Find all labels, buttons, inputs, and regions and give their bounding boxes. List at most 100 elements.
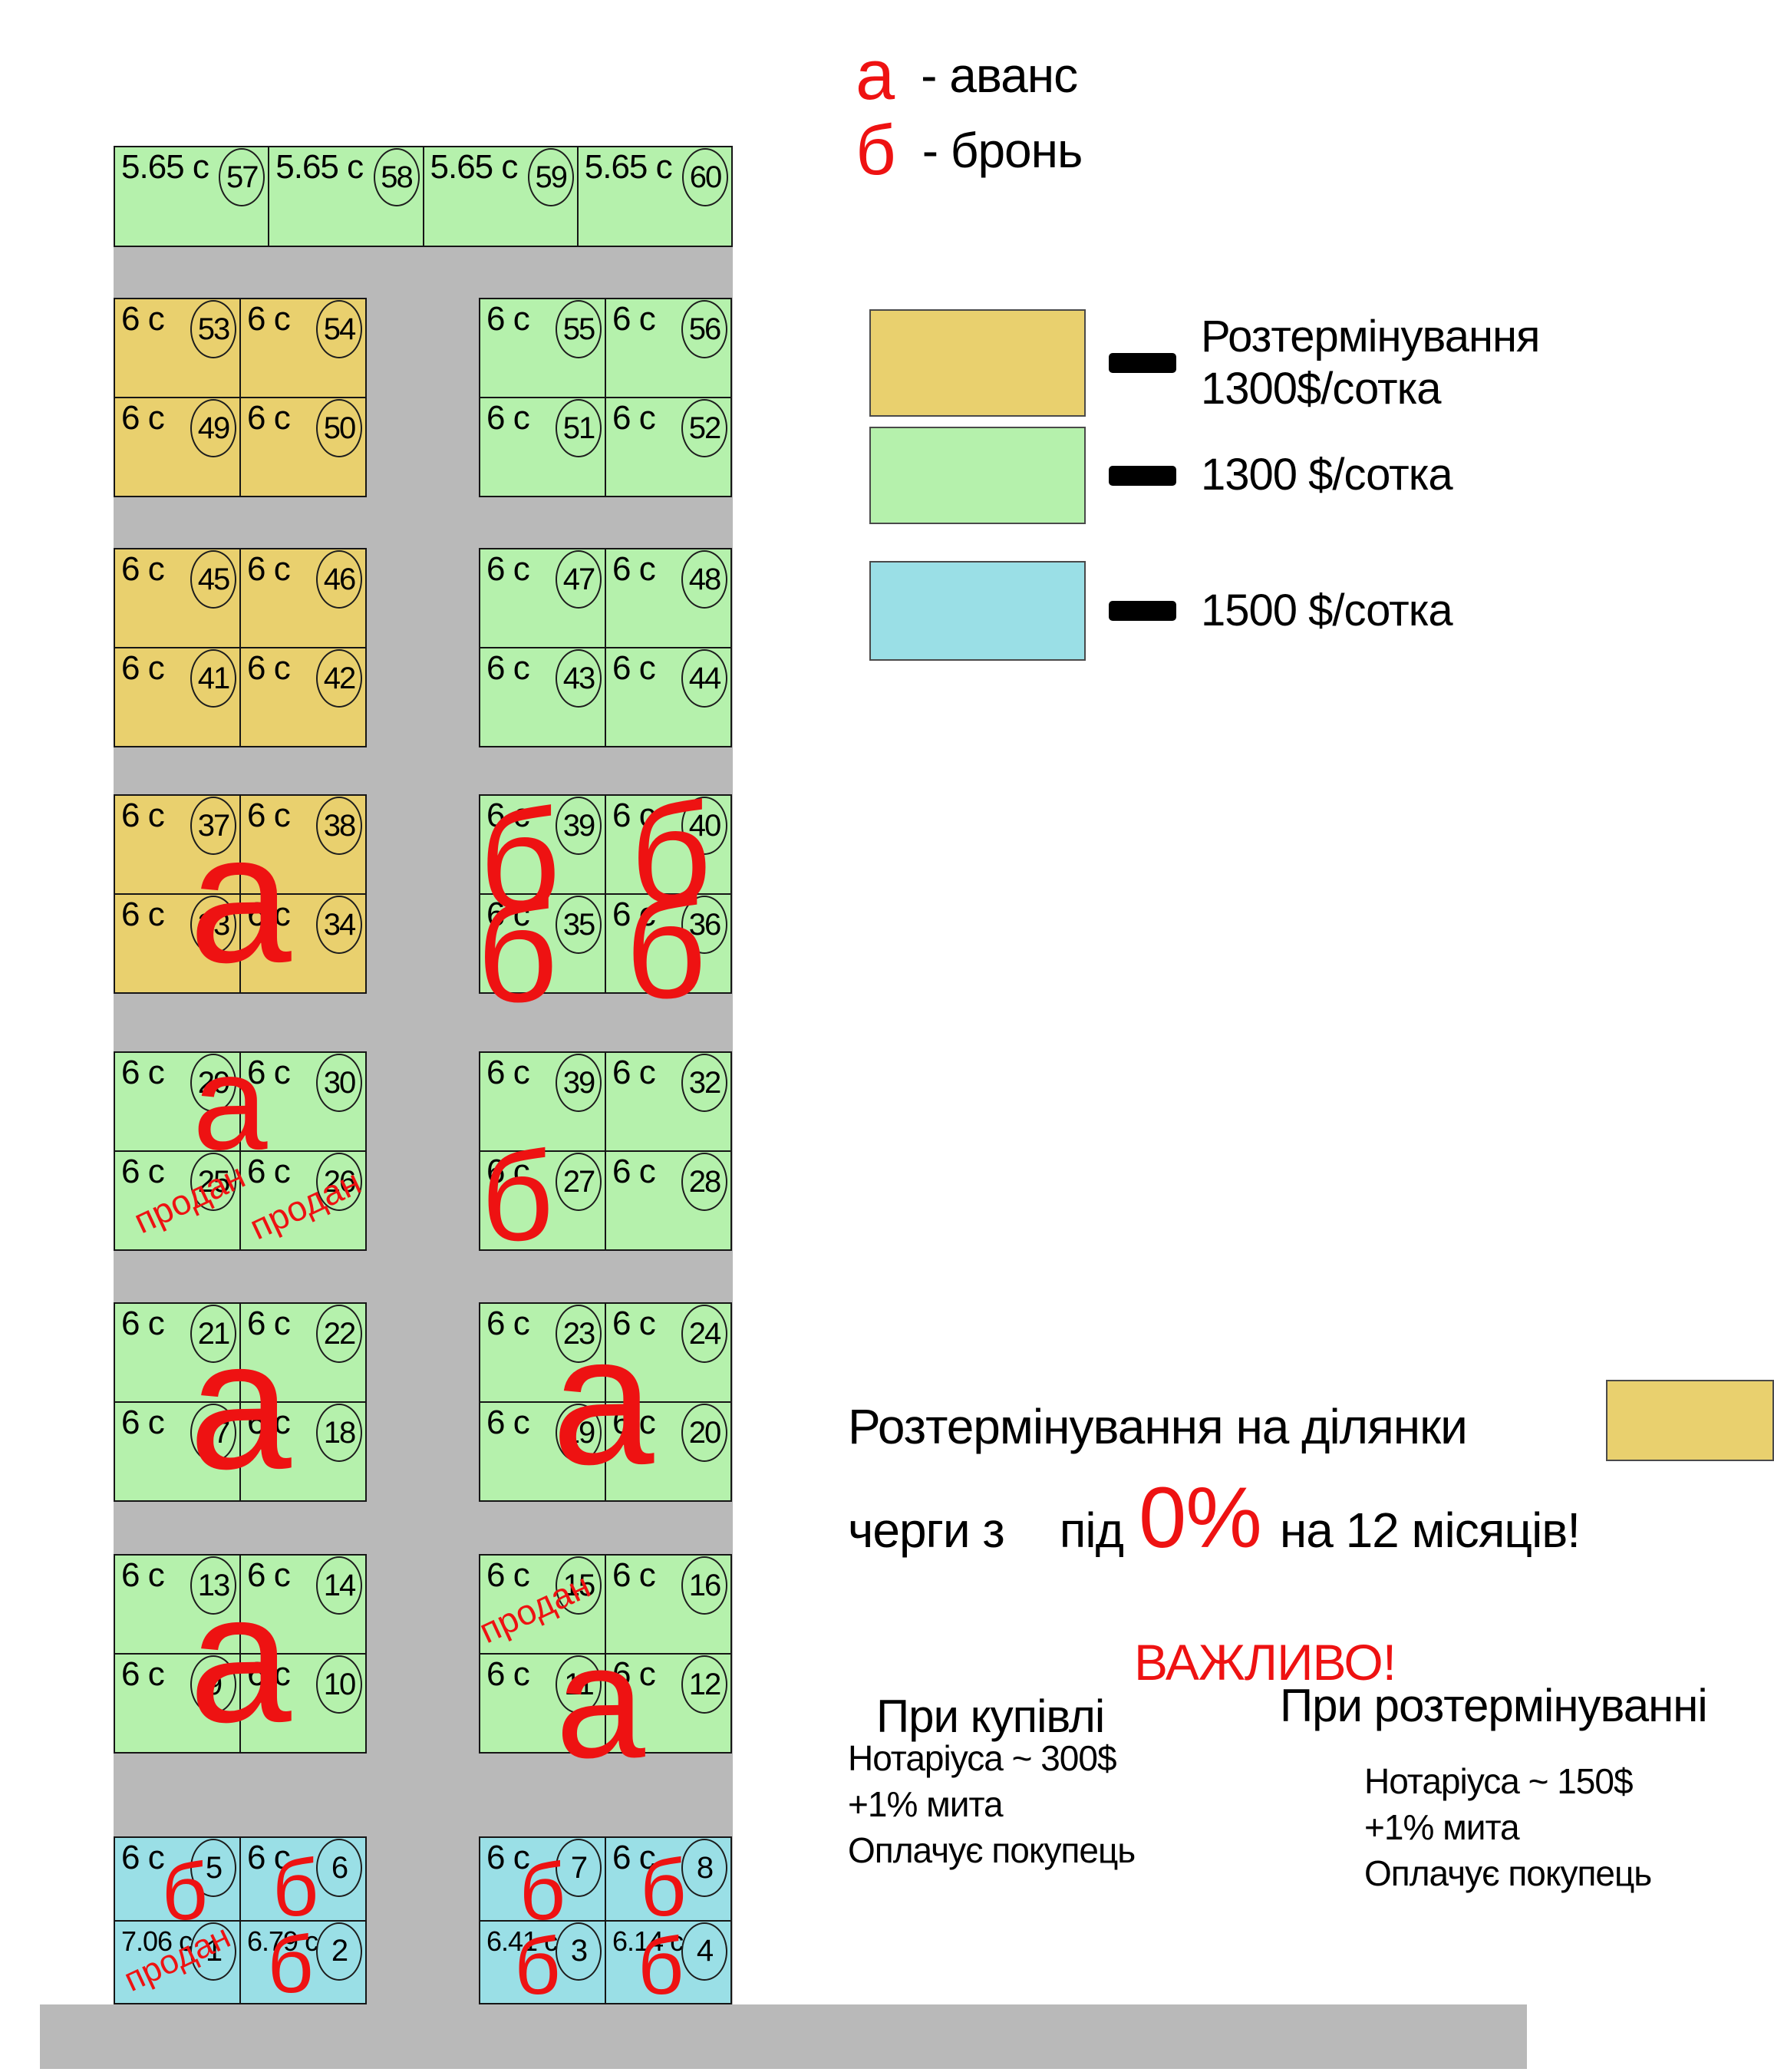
plot-cell-52: 6 с 52: [605, 398, 731, 497]
installment-terms: Нотаріуса ~ 150$ +1% мита Оплачує покупе…: [1364, 1759, 1652, 1896]
plot-number: 2: [316, 1922, 362, 1981]
plot-number: 32: [681, 1054, 727, 1112]
plot-cell-40: 6 с 40: [605, 795, 731, 894]
plot-number: 27: [556, 1153, 602, 1211]
avans-mark: а: [189, 795, 292, 1001]
plot-area-label: 6 с: [121, 550, 165, 588]
legend-label-1500: 1500 $/сотка: [1201, 585, 1453, 635]
plot-cell-9: 6 с 9: [114, 1654, 240, 1753]
plot-cell-25: 6 с 25: [114, 1151, 240, 1250]
plot-cell-23: 6 с 23: [480, 1303, 605, 1402]
plot-cell-5: 6 с 5: [114, 1837, 240, 1921]
plot-area-label: 6 с: [612, 550, 656, 588]
plot-number: 50: [316, 399, 362, 457]
plot-number: 52: [681, 399, 727, 457]
plot-area-label: 6 с: [121, 1655, 165, 1693]
legend-swatch-1300: [869, 427, 1086, 524]
plot-area-label: 6 с: [612, 1655, 656, 1693]
plot-area-label: 6 с: [612, 649, 656, 687]
plot-number: 37: [190, 797, 236, 855]
promo-line2-mid: під: [1059, 1503, 1124, 1558]
plot-area-label: 6 с: [486, 399, 530, 437]
plot-area-label: 6 с: [247, 649, 291, 687]
plot-number: 3: [556, 1922, 602, 1981]
plot-cell-34: 6 с 34: [240, 894, 366, 993]
plot-area-label: 6 с: [247, 1655, 291, 1693]
plot-area-label: 6 с: [121, 1153, 165, 1190]
purchase-term-line: +1% мита: [848, 1783, 1004, 1824]
plot-cell-19: 6 с 19: [480, 1402, 605, 1501]
plot-cell-48: 6 с 48: [605, 549, 731, 648]
installment-term-line: Нотаріуса ~ 150$: [1364, 1761, 1634, 1801]
plot-number: 59: [527, 148, 574, 206]
plot-number: 4: [681, 1922, 727, 1981]
plot-number: 19: [556, 1404, 602, 1462]
plot-area-label: 6 с: [121, 649, 165, 687]
plot-cell-15: 6 с 15: [480, 1555, 605, 1654]
bron-symbol: б: [856, 111, 896, 190]
plot-cell-16: 6 с 16: [605, 1555, 731, 1654]
plot-number: 1: [190, 1922, 236, 1981]
plot-number: 46: [316, 550, 362, 609]
plot-area-label: 6 с: [486, 1655, 530, 1693]
plot-number: 12: [681, 1655, 727, 1714]
plot-number: 55: [556, 300, 602, 358]
promo-line2: черги з під 0% на 12 місяців!: [848, 1470, 1581, 1566]
legend-label-1300: 1300 $/сотка: [1201, 450, 1453, 500]
plot-area-label: 6 с: [247, 1054, 291, 1091]
plot-number: 34: [316, 896, 362, 954]
plot-area-label: 6 с: [247, 300, 291, 338]
promo-line1: Розтермінування на ділянки: [848, 1399, 1468, 1454]
plot-area-label: 6.41 с: [486, 1925, 558, 1957]
plot-number: 54: [316, 300, 362, 358]
plot-area-label: 6 с: [486, 649, 530, 687]
plot-area-label: 6 с: [247, 797, 291, 834]
plot-number: 58: [373, 148, 420, 206]
plot-number: 7: [556, 1839, 602, 1897]
plot-area-label: 6 с: [247, 1839, 291, 1876]
plot-cell-53: 6 с 53: [114, 299, 240, 398]
plot-area-label: 6 с: [612, 1556, 656, 1594]
plot-area-label: 7.06 с: [121, 1925, 193, 1957]
avans-label: - аванс: [921, 48, 1078, 103]
plot-cell-8: 6 с 8: [605, 1837, 731, 1921]
purchase-term-line: Оплачує покупець: [848, 1829, 1136, 1870]
plot-area-label: 5.65 с: [121, 148, 209, 186]
plot-number: 10: [316, 1655, 362, 1714]
plot-number: 44: [681, 649, 727, 708]
plot-area-label: 6.14 с: [612, 1925, 684, 1957]
plot-cell-24: 6 с 24: [605, 1303, 731, 1402]
plot-cell-45: 6 с 45: [114, 549, 240, 648]
bron-mark: б: [519, 1846, 566, 1937]
plot-area-label: 6 с: [121, 797, 165, 834]
plot-number: 14: [316, 1556, 362, 1615]
road-bottom: [40, 2004, 1527, 2069]
avans-mark: а: [189, 1301, 292, 1507]
plot-number: 51: [556, 399, 602, 457]
plot-number: 15: [556, 1556, 602, 1615]
installment-term-line: Оплачує покупець: [1364, 1853, 1652, 1893]
plot-cell-56: 6 с 56: [605, 299, 731, 398]
bron-mark: б: [625, 869, 707, 1028]
plot-cell-20: 6 с 20: [605, 1402, 731, 1501]
plot-cell-39: 6 с 39: [480, 795, 605, 894]
row-e-left: 6 с 29 6 с 30 6 с 25 6 с 26 а продан продан: [114, 1037, 367, 1251]
plot-number: 17: [190, 1404, 236, 1462]
plot-number: 20: [681, 1404, 727, 1462]
bron-mark: б: [480, 1126, 554, 1268]
plot-area-label: 6.79 с: [247, 1925, 318, 1957]
plot-cell-6: 6 с 6: [240, 1837, 366, 1921]
plot-number: 5: [190, 1839, 236, 1897]
plot-area-label: 6 с: [247, 1404, 291, 1441]
plot-cell-21: 6 с 21: [114, 1303, 240, 1402]
avans-symbol: а: [856, 36, 895, 114]
plot-number: 36: [681, 896, 727, 954]
plot-area-label: 6 с: [121, 896, 165, 933]
row-c-right: 6 с 47 6 с 48 6 с 43 6 с 44: [479, 548, 732, 747]
plot-number: 28: [681, 1153, 727, 1211]
promo-zero-percent: 0%: [1138, 1470, 1262, 1566]
